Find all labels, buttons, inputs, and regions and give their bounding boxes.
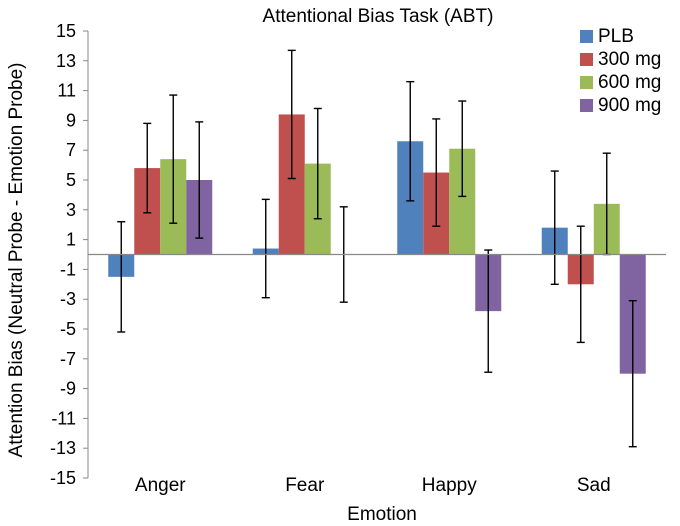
y-tick-label: -11 (51, 408, 76, 428)
x-category-label: Happy (422, 475, 477, 496)
y-tick-label: -3 (60, 289, 76, 309)
legend-swatch (580, 99, 593, 112)
y-tick-label: -1 (60, 259, 76, 279)
y-tick-label: 15 (56, 21, 76, 41)
y-tick-label: -13 (50, 438, 76, 458)
legend-label: 600 mg (598, 72, 661, 93)
y-tick-label: 5 (66, 170, 76, 190)
y-tick-label: -7 (60, 349, 76, 369)
y-tick-label: 13 (56, 51, 76, 71)
x-category-label: Fear (285, 475, 325, 496)
legend-swatch (580, 53, 593, 66)
y-tick-label: 3 (66, 200, 76, 220)
plot-area: 15 13 11 9 7 5 3 1 -1 -3 -5 -7 -9 -11 -13 -15 Anger Fear H… (50, 21, 666, 496)
y-axis-title: Attention Bias (Neutral Probe - Emotion … (6, 63, 27, 458)
x-category-label: Sad (577, 475, 611, 496)
y-tick-label: -5 (60, 319, 76, 339)
legend-swatch (580, 76, 593, 89)
legend-label: 300 mg (598, 49, 661, 70)
chart-title: Attentional Bias Task (ABT) (263, 6, 494, 27)
y-tick-label: 7 (66, 140, 76, 160)
x-category-label: Anger (135, 475, 186, 496)
y-tick-label: 9 (66, 110, 76, 130)
x-axis-title: Emotion (347, 504, 417, 525)
legend-swatch (580, 30, 593, 43)
y-tick-label: 11 (57, 81, 76, 101)
y-tick-label: -9 (60, 379, 76, 399)
y-tick-label: 1 (66, 230, 76, 250)
y-tick-label: -15 (50, 468, 76, 488)
legend-label: PLB (598, 26, 634, 47)
legend-label: 900 mg (598, 95, 661, 116)
